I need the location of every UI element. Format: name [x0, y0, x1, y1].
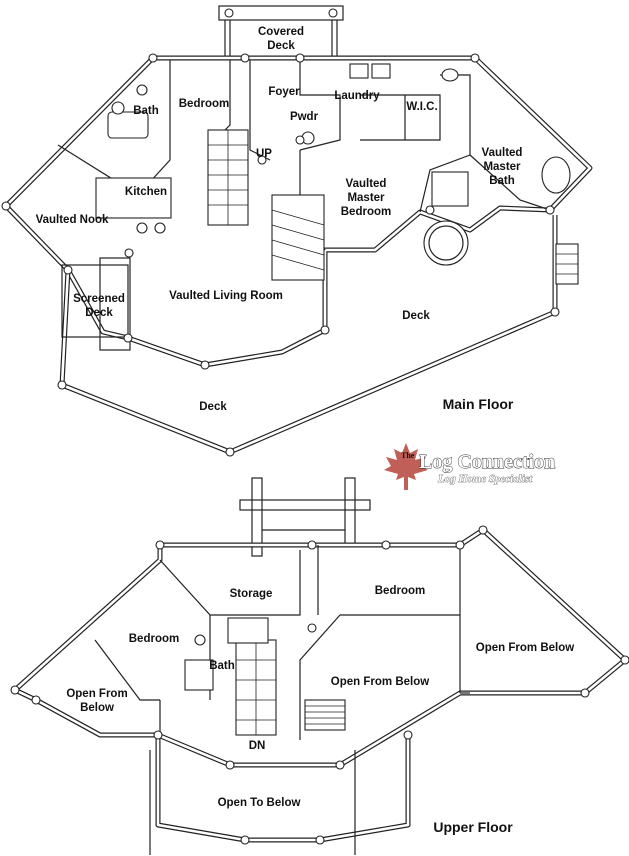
upper-floor-plan: Storage Bedroom Bedroom Bath Open From B…	[10, 477, 629, 855]
bedroom-label: Bedroom	[179, 98, 229, 110]
upper-floor-posts	[10, 525, 629, 845]
up-label: UP	[256, 148, 272, 160]
upper-floor-title: Upper Floor	[433, 819, 513, 835]
foyer-label: Foyer	[268, 86, 300, 98]
bath-label: Bath	[133, 105, 159, 117]
vaulted-nook-label: Vaulted Nook	[36, 214, 109, 226]
main-floor-stairs	[207, 129, 325, 281]
dn-label: DN	[249, 740, 266, 752]
bedroom-left-label: Bedroom	[129, 633, 179, 645]
covered-deck-structure	[218, 5, 344, 60]
deck-right-label: Deck	[402, 310, 430, 322]
upper-floor-stairs	[235, 639, 346, 736]
screened-deck-label: Screened Deck	[73, 293, 125, 319]
bath-upper-label: Bath	[209, 660, 235, 672]
vaulted-living-room-label: Vaulted Living Room	[169, 290, 283, 302]
main-floor-posts	[1, 53, 560, 457]
pwdr-label: Pwdr	[290, 111, 319, 123]
open-to-below-label: Open To Below	[218, 797, 301, 809]
deck-bottom-label: Deck	[199, 401, 227, 413]
screened-deck-wall	[61, 264, 129, 338]
laundry-label: Laundry	[334, 90, 380, 102]
open-from-below-right-label: Open From Below	[476, 642, 574, 654]
upper-floor-beams	[239, 477, 371, 557]
maple-leaf-icon	[384, 443, 428, 490]
logo-name-text: Log Connection	[419, 451, 555, 473]
bedroom-right-label: Bedroom	[375, 585, 425, 597]
wic-label: W.I.C.	[406, 101, 437, 113]
logo-tagline-text: Log Home Specialist	[437, 473, 533, 485]
log-connection-logo: The Log Connection Log Home Specialist	[384, 443, 556, 490]
logo-the-text: The	[401, 451, 415, 460]
upper-floor-fixtures	[184, 617, 269, 691]
vaulted-master-bedroom-label: Vaulted Master Bedroom	[341, 178, 391, 218]
upper-floor-interior-walls	[94, 545, 470, 740]
covered-deck-label: Covered Deck	[258, 26, 304, 52]
main-floor-plan: Covered Deck Bath Bedroom Foyer Laundry W…	[1, 5, 593, 457]
main-floor-fixtures	[95, 63, 579, 285]
vaulted-master-bath-label: Vaulted Master Bath	[482, 147, 523, 187]
kitchen-label: Kitchen	[125, 186, 167, 198]
open-from-below-center-label: Open From Below	[331, 676, 429, 688]
storage-label: Storage	[230, 588, 273, 600]
main-floor-title: Main Floor	[443, 396, 514, 412]
main-floor-interior-walls	[57, 60, 551, 251]
open-from-below-left-label: Open From Below	[66, 688, 127, 714]
